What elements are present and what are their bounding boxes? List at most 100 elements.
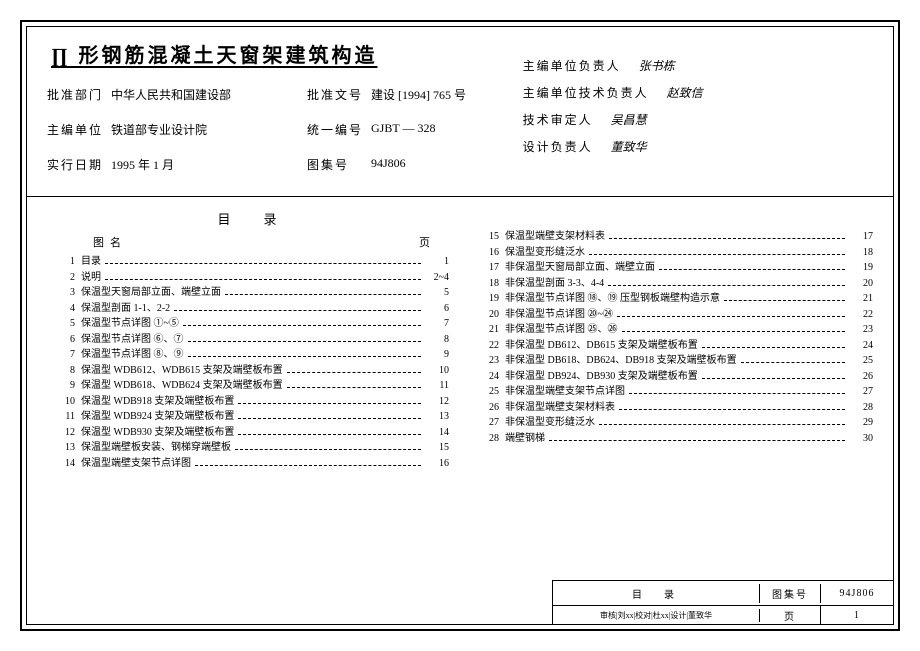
toc-row: 28 端壁钢梯 30 — [479, 431, 873, 447]
toc-page: 25 — [849, 353, 873, 369]
titlebox-label: 目 录 — [553, 584, 760, 603]
toc-row: 19 非保温型节点详图 ⑱、⑲ 压型钢板端壁构造示意 21 — [479, 291, 873, 307]
toc-dots — [702, 346, 845, 348]
catalog-left-col: 目 录 图名 页 1 目录 1 2 说明 2~4 3 保温型天窗局部立面、端壁立… — [55, 205, 449, 471]
toc-dots — [608, 284, 845, 286]
toc-no: 6 — [55, 332, 81, 348]
signature: 张书栋 — [621, 59, 675, 73]
toc-page: 24 — [849, 338, 873, 354]
toc-no: 28 — [479, 431, 505, 447]
meta-value: 建设 [1994] 765 号 — [363, 86, 466, 103]
toc-row: 5 保温型节点详图 ①~⑤ 7 — [55, 316, 449, 332]
toc-page: 6 — [425, 301, 449, 317]
toc-page: 14 — [425, 425, 449, 441]
toc-name: 端壁钢梯 — [505, 431, 545, 447]
toc-name: 保温型 WDB930 支架及端壁板布置 — [81, 425, 234, 441]
toc-dots — [287, 371, 421, 373]
toc-row: 27 非保温型变形缝泛水 29 — [479, 415, 873, 431]
toc-name: 说明 — [81, 270, 101, 286]
meta-row: 统一编号 GJBT — 328 — [307, 121, 466, 138]
meta-row: 图集号 94J806 — [307, 156, 466, 173]
toc-dots — [609, 237, 845, 239]
toc-no: 26 — [479, 400, 505, 416]
toc-no: 11 — [55, 409, 81, 425]
toc-row: 13 保温型端壁板安装、钢梯穿端壁板 15 — [55, 440, 449, 456]
toc-page: 7 — [425, 316, 449, 332]
toc-no: 15 — [479, 229, 505, 245]
signer-row: 主编单位负责人张书栋 — [523, 57, 873, 74]
toc-page: 23 — [849, 322, 873, 338]
meta-value: 中华人民共和国建设部 — [103, 86, 231, 103]
toc-row: 4 保温型剖面 1-1、2-2 6 — [55, 301, 449, 317]
toc-dots — [617, 315, 845, 317]
titlebox-page-val: 1 — [821, 608, 893, 623]
toc-name: 保温型 WDB618、WDB624 支架及端壁板布置 — [81, 378, 283, 394]
toc-row: 24 非保温型 DB924、DB930 支架及端壁板布置 26 — [479, 369, 873, 385]
toc-name: 保温型节点详图 ①~⑤ — [81, 316, 179, 332]
toc-dots — [183, 324, 421, 326]
toc-name: 保温型节点详图 ⑧、⑨ — [81, 347, 184, 363]
toc-row: 6 保温型节点详图 ⑥、⑦ 8 — [55, 332, 449, 348]
toc-no: 23 — [479, 353, 505, 369]
meta-label: 实行日期 — [47, 156, 103, 173]
toc-page: 11 — [425, 378, 449, 394]
toc-name: 非保温型变形缝泛水 — [505, 415, 595, 431]
header-left: ∏ 形钢筋混凝土天窗架建筑构造 批准部门 中华人民共和国建设部 主编单位 铁道部… — [47, 37, 503, 188]
signer-row: 技术审定人吴昌慧 — [523, 111, 873, 128]
toc-page: 27 — [849, 384, 873, 400]
toc-name: 非保温型节点详图 ㉕、㉖ — [505, 322, 618, 338]
toc-dots — [238, 402, 421, 404]
toc-page: 26 — [849, 369, 873, 385]
meta-label: 统一编号 — [307, 121, 363, 138]
signer-row: 主编单位技术负责人赵致信 — [523, 84, 873, 101]
toc-dots — [188, 340, 422, 342]
catalog-title: 目 录 — [55, 209, 449, 228]
toc-name: 保温型天窗局部立面、端壁立面 — [81, 285, 221, 301]
toc-dots — [105, 262, 421, 264]
toc-page: 18 — [849, 245, 873, 261]
signer-row: 设计负责人董致华 — [523, 138, 873, 155]
toc-dots — [225, 293, 421, 295]
meta-value: 94J806 — [363, 156, 406, 173]
titlebox-bottom: 审核|刘xx|校对|杜xx|设计|董致华 — [553, 609, 760, 622]
toc-page: 2~4 — [425, 270, 449, 286]
toc-page: 16 — [425, 456, 449, 472]
toc-page: 28 — [849, 400, 873, 416]
catalog: 目 录 图名 页 1 目录 1 2 说明 2~4 3 保温型天窗局部立面、端壁立… — [27, 197, 893, 471]
toc-page: 1 — [425, 254, 449, 270]
meta-value: GJBT — 328 — [363, 121, 435, 138]
toc-no: 5 — [55, 316, 81, 332]
toc-page: 30 — [849, 431, 873, 447]
toc-name: 非保温型 DB612、DB615 支架及端壁板布置 — [505, 338, 698, 354]
signature: 吴昌慧 — [593, 113, 647, 127]
meta-row: 主编单位 铁道部专业设计院 — [47, 121, 307, 138]
toc-dots — [724, 299, 845, 301]
toc-no: 17 — [479, 260, 505, 276]
toc-row: 15 保温型端壁支架材料表 17 — [479, 229, 873, 245]
header-right: 主编单位负责人张书栋主编单位技术负责人赵致信技术审定人吴昌慧设计负责人董致华 — [503, 37, 873, 188]
toc-dots — [195, 464, 421, 466]
toc-name: 保温型端壁板安装、钢梯穿端壁板 — [81, 440, 231, 456]
toc-page: 20 — [849, 276, 873, 292]
toc-page: 12 — [425, 394, 449, 410]
toc-no: 24 — [479, 369, 505, 385]
toc-page: 19 — [849, 260, 873, 276]
toc-name: 保温型端壁支架材料表 — [505, 229, 605, 245]
toc-dots — [622, 330, 846, 332]
toc-name: 非保温型节点详图 ⑳~㉔ — [505, 307, 613, 323]
toc-page: 22 — [849, 307, 873, 323]
toc-name: 非保温型剖面 3-3、4-4 — [505, 276, 604, 292]
toc-page: 10 — [425, 363, 449, 379]
toc-no: 4 — [55, 301, 81, 317]
toc-page: 21 — [849, 291, 873, 307]
inner-frame: ∏ 形钢筋混凝土天窗架建筑构造 批准部门 中华人民共和国建设部 主编单位 铁道部… — [26, 26, 894, 625]
toc-row: 17 非保温型天窗局部立面、端壁立面 19 — [479, 260, 873, 276]
toc-no: 18 — [479, 276, 505, 292]
catalog-right-col: 15 保温型端壁支架材料表 17 16 保温型变形缝泛水 18 17 非保温型天… — [479, 205, 873, 471]
toc-row: 16 保温型变形缝泛水 18 — [479, 245, 873, 261]
title-block: 目 录 图集号 94J806 审核|刘xx|校对|杜xx|设计|董致华 页 1 — [552, 580, 893, 624]
titlebox-set-lbl: 图集号 — [760, 584, 821, 603]
header-block: ∏ 形钢筋混凝土天窗架建筑构造 批准部门 中华人民共和国建设部 主编单位 铁道部… — [27, 27, 893, 197]
toc-no: 13 — [55, 440, 81, 456]
toc-no: 25 — [479, 384, 505, 400]
